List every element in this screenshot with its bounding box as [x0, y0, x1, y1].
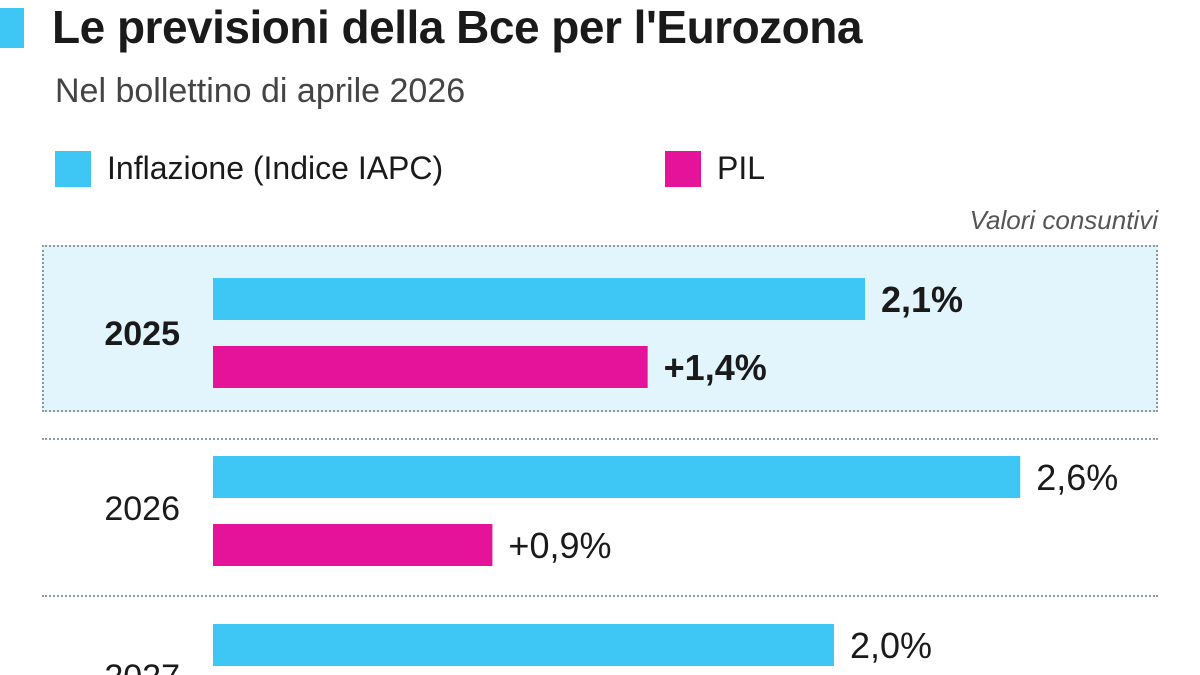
row-divider — [42, 595, 1158, 597]
value-label-inflation-2027: 2,0% — [850, 625, 932, 666]
legend-swatch-inflation — [55, 150, 91, 187]
legend-label-gdp: PIL — [717, 150, 766, 186]
legend-swatch-gdp — [665, 150, 701, 187]
row-divider — [42, 438, 1158, 440]
legend-label-inflation: Inflazione (Indice IAPC) — [107, 150, 444, 186]
legend-item-inflation: Inflazione (Indice IAPC) — [55, 150, 443, 187]
bar-inflation-2026 — [213, 456, 1021, 498]
bar-inflation-2025 — [213, 278, 865, 320]
year-label-2026: 2026 — [104, 490, 180, 528]
year-label-2027: 2027 — [104, 658, 180, 675]
bar-inflation-2027 — [213, 624, 834, 666]
value-label-gdp-2026: +0,9% — [508, 525, 611, 566]
value-label-gdp-2025: +1,4% — [664, 347, 767, 388]
value-label-inflation-2026: 2,6% — [1036, 457, 1118, 498]
bar-gdp-2025 — [213, 346, 648, 388]
actual-values-note: Valori consuntivi — [969, 205, 1158, 235]
year-label-2025: 2025 — [104, 315, 180, 353]
chart-title: Le previsioni della Bce per l'Eurozona — [52, 1, 862, 53]
value-label-inflation-2025: 2,1% — [881, 279, 963, 320]
title-accent-bar — [0, 8, 24, 48]
bar-gdp-2026 — [213, 524, 493, 566]
legend-item-gdp: PIL — [665, 150, 765, 187]
chart-subtitle: Nel bollettino di aprile 2026 — [55, 72, 466, 110]
